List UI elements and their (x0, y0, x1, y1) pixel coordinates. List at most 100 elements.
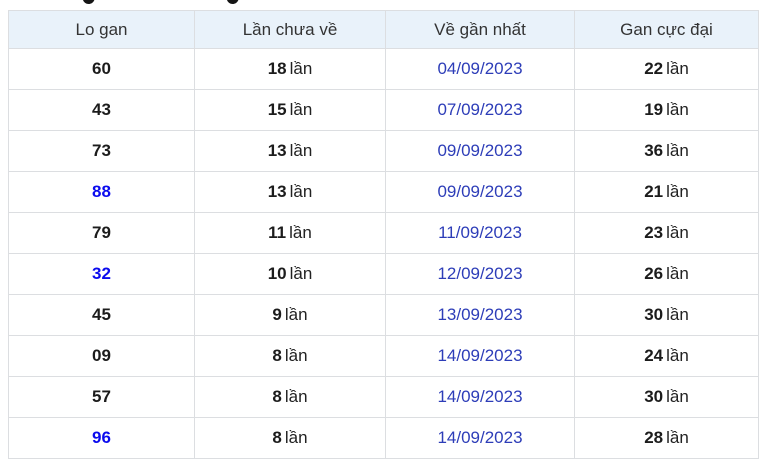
max-gap-unit: lần (666, 387, 689, 406)
col-header-gan-cuc-dai: Gan cực đại (574, 10, 759, 49)
lo-gan-cell: 73 (8, 130, 195, 172)
max-gap-count: 26 (644, 264, 664, 283)
clipped-heading-remnant (226, 0, 240, 5)
date-link[interactable]: 14/09/2023 (437, 428, 523, 447)
times-unit: lần (289, 182, 313, 201)
lo-gan-number: 43 (92, 100, 111, 119)
times-count: 13 (267, 182, 287, 201)
lo-gan-cell: 79 (8, 212, 195, 254)
lo-gan-cell: 60 (8, 48, 195, 90)
max-gap-cell: 36 lần (574, 130, 759, 172)
times-count: 11 (268, 223, 287, 242)
table-body: 60 18 lần 04/09/2023 22 lần 43 15 lần 07/09/2023 1… (8, 48, 759, 459)
date-link[interactable]: 13/09/2023 (437, 305, 523, 324)
times-unit: lần (284, 305, 308, 324)
lo-gan-number: 57 (92, 387, 111, 406)
max-gap-cell: 23 lần (574, 212, 759, 254)
max-gap-unit: lần (666, 346, 689, 365)
date-link[interactable]: 14/09/2023 (437, 387, 523, 406)
lo-gan-stats-table: Lo gan Lần chưa về Về gần nhất Gan cực đ… (8, 10, 759, 459)
last-seen-cell: 14/09/2023 (385, 376, 575, 418)
lo-gan-cell: 43 (8, 89, 195, 131)
col-header-ve-gan-nhat: Về gần nhất (385, 10, 575, 49)
max-gap-count: 21 (644, 182, 664, 201)
date-link[interactable]: 04/09/2023 (437, 59, 523, 78)
date-link[interactable]: 14/09/2023 (437, 346, 523, 365)
last-seen-cell: 13/09/2023 (385, 294, 575, 336)
last-seen-cell: 04/09/2023 (385, 48, 575, 90)
table-row: 88 13 lần 09/09/2023 21 lần (8, 171, 759, 213)
lo-gan-number: 45 (92, 305, 111, 324)
max-gap-unit: lần (666, 428, 689, 447)
max-gap-unit: lần (666, 59, 689, 78)
date-link[interactable]: 09/09/2023 (437, 182, 523, 201)
max-gap-count: 36 (644, 141, 664, 160)
date-link[interactable]: 12/09/2023 (437, 264, 523, 283)
lo-gan-cell: 88 (8, 171, 195, 213)
max-gap-count: 22 (644, 59, 664, 78)
clipped-heading-remnant (82, 0, 96, 5)
last-seen-cell: 07/09/2023 (385, 89, 575, 131)
max-gap-unit: lần (666, 264, 689, 283)
times-unit: lần (284, 428, 308, 447)
col-header-lo-gan: Lo gan (8, 10, 195, 49)
max-gap-cell: 21 lần (574, 171, 759, 213)
times-count: 13 (267, 141, 287, 160)
times-not-returned-cell: 8 lần (194, 417, 386, 459)
max-gap-count: 23 (644, 223, 664, 242)
lo-gan-number: 60 (92, 59, 111, 78)
max-gap-unit: lần (666, 100, 689, 119)
max-gap-unit: lần (666, 223, 689, 242)
table-header: Lo gan Lần chưa về Về gần nhất Gan cực đ… (8, 10, 759, 49)
times-unit: lần (284, 387, 308, 406)
last-seen-cell: 09/09/2023 (385, 171, 575, 213)
max-gap-cell: 30 lần (574, 294, 759, 336)
header-row: Lo gan Lần chưa về Về gần nhất Gan cực đ… (8, 10, 759, 49)
lo-gan-number: 79 (92, 223, 111, 242)
max-gap-cell: 26 lần (574, 253, 759, 295)
date-link[interactable]: 09/09/2023 (437, 141, 523, 160)
lo-gan-number-link[interactable]: 32 (92, 264, 111, 283)
times-not-returned-cell: 18 lần (194, 48, 386, 90)
times-not-returned-cell: 15 lần (194, 89, 386, 131)
max-gap-cell: 22 lần (574, 48, 759, 90)
times-unit: lần (289, 141, 313, 160)
lo-gan-number: 73 (92, 141, 111, 160)
times-not-returned-cell: 10 lần (194, 253, 386, 295)
table-row: 43 15 lần 07/09/2023 19 lần (8, 89, 759, 131)
date-link[interactable]: 11/09/2023 (438, 223, 522, 242)
max-gap-count: 24 (644, 346, 664, 365)
table-row: 45 9 lần 13/09/2023 30 lần (8, 294, 759, 336)
last-seen-cell: 14/09/2023 (385, 335, 575, 377)
times-count: 8 (272, 346, 282, 365)
times-not-returned-cell: 13 lần (194, 130, 386, 172)
times-unit: lần (289, 59, 313, 78)
last-seen-cell: 09/09/2023 (385, 130, 575, 172)
max-gap-count: 28 (644, 428, 664, 447)
max-gap-cell: 24 lần (574, 335, 759, 377)
table-row: 09 8 lần 14/09/2023 24 lần (8, 335, 759, 377)
table-row: 79 11 lần 11/09/2023 23 lần (8, 212, 759, 254)
table-row: 32 10 lần 12/09/2023 26 lần (8, 253, 759, 295)
max-gap-unit: lần (666, 141, 689, 160)
times-not-returned-cell: 8 lần (194, 376, 386, 418)
lo-gan-cell: 09 (8, 335, 195, 377)
times-count: 15 (267, 100, 287, 119)
lo-gan-number-link[interactable]: 96 (92, 428, 111, 447)
lo-gan-cell: 96 (8, 417, 195, 459)
max-gap-count: 19 (644, 100, 664, 119)
date-link[interactable]: 07/09/2023 (437, 100, 523, 119)
lo-gan-cell: 45 (8, 294, 195, 336)
times-not-returned-cell: 13 lần (194, 171, 386, 213)
lo-gan-number: 09 (92, 346, 111, 365)
last-seen-cell: 14/09/2023 (385, 417, 575, 459)
times-unit: lần (284, 346, 308, 365)
max-gap-cell: 19 lần (574, 89, 759, 131)
last-seen-cell: 12/09/2023 (385, 253, 575, 295)
lo-gan-cell: 57 (8, 376, 195, 418)
max-gap-count: 30 (644, 387, 664, 406)
times-unit: lần (289, 264, 313, 283)
max-gap-unit: lần (666, 182, 689, 201)
max-gap-cell: 28 lần (574, 417, 759, 459)
lo-gan-number-link[interactable]: 88 (92, 182, 111, 201)
